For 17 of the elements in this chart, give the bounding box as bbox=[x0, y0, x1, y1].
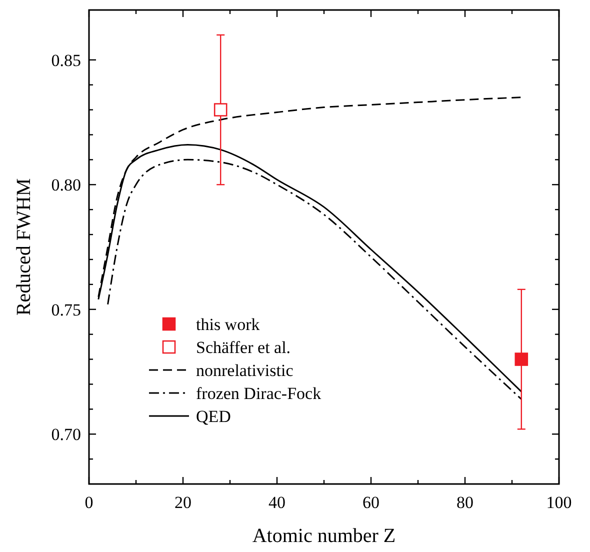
x-tick-label: 60 bbox=[362, 493, 380, 512]
y-tick-label: 0.70 bbox=[51, 425, 81, 444]
x-tick-label: 40 bbox=[268, 493, 286, 512]
legend-label: frozen Dirac-Fock bbox=[196, 384, 322, 403]
legend-label: this work bbox=[196, 315, 260, 334]
y-tick-label: 0.80 bbox=[51, 176, 81, 195]
legend-label: QED bbox=[196, 407, 231, 426]
x-tick-label: 80 bbox=[456, 493, 474, 512]
x-tick-label: 0 bbox=[84, 493, 94, 512]
y-tick-label: 0.85 bbox=[51, 50, 81, 70]
y-axis-title: Reduced FWHM bbox=[13, 178, 35, 316]
x-tick-label: 100 bbox=[546, 493, 572, 512]
x-tick-label: 20 bbox=[174, 493, 192, 512]
x-axis-title: Atomic number Z bbox=[252, 525, 396, 547]
legend-label: nonrelativistic bbox=[196, 361, 294, 380]
legend-label: Schäffer et al. bbox=[196, 338, 291, 357]
y-tick-label: 0.75 bbox=[51, 300, 81, 320]
